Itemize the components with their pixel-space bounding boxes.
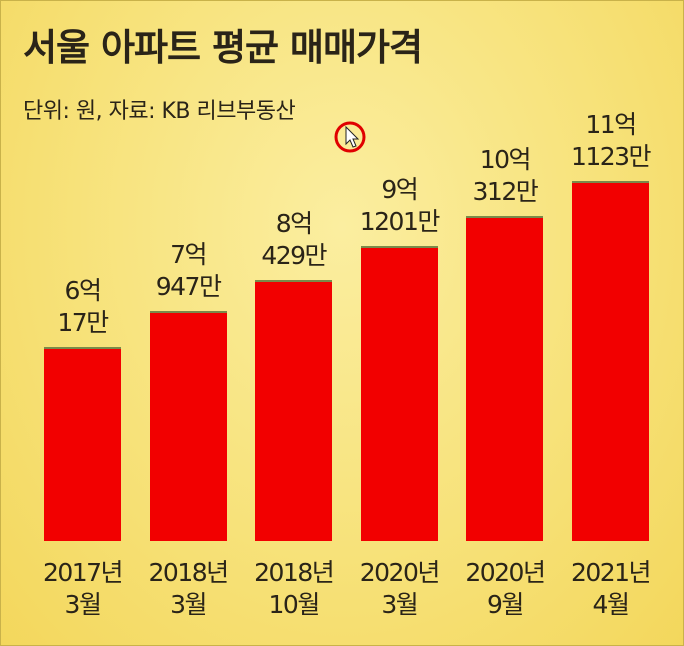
value-label: 9억 1201만 <box>359 174 441 236</box>
value-label: 8억 429만 <box>261 209 327 271</box>
bar <box>466 216 544 541</box>
bar <box>572 181 649 541</box>
x-tick-label: 2021년 4월 <box>570 558 652 619</box>
chart-title: 서울 아파트 평균 매매가격 <box>23 26 423 69</box>
chart-subtitle: 단위: 원, 자료: KB 리브부동산 <box>23 99 296 124</box>
x-tick-label: 2018년 10월 <box>254 558 335 619</box>
value-label: 10억 312만 <box>472 145 539 207</box>
bar <box>360 245 438 541</box>
bar <box>149 311 227 541</box>
x-tick-label: 2018년 3월 <box>148 558 230 619</box>
value-label: 7억 947만 <box>155 240 222 302</box>
cursor-highlight <box>334 121 366 153</box>
x-tick-label: 2020년 3월 <box>359 558 441 619</box>
x-tick-label: 2020년 9월 <box>465 558 546 619</box>
x-tick-label: 2017년 3월 <box>42 558 124 619</box>
bar <box>255 280 333 541</box>
value-label: 11억 1123만 <box>570 110 652 171</box>
value-label: 6억 17만 <box>57 275 109 337</box>
bar <box>44 346 121 541</box>
